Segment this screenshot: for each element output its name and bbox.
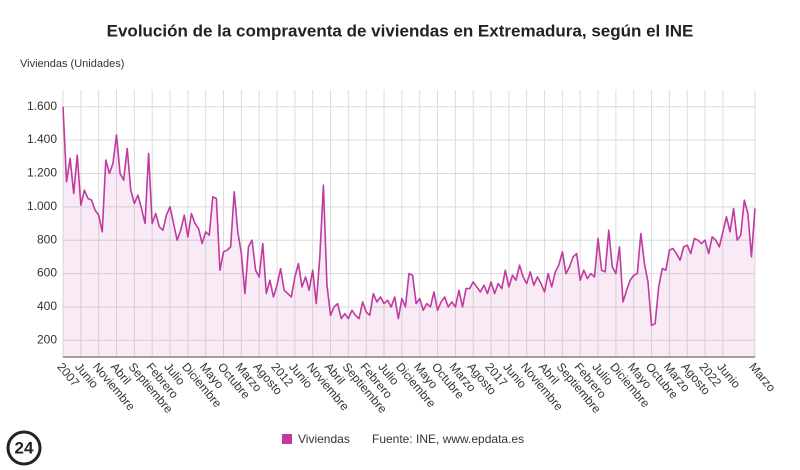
y-tick-label: 800: [37, 232, 57, 246]
line: [62, 106, 756, 327]
area-fill: [63, 106, 755, 357]
y-tick-label: 200: [37, 332, 57, 346]
y-tick-label: 400: [37, 299, 57, 313]
legend-swatch: [282, 434, 292, 444]
y-tick-label: 600: [37, 266, 57, 280]
y-tick-label: 1.200: [27, 166, 57, 180]
chart-title: Evolución de la compraventa de viviendas…: [107, 21, 694, 40]
logo: 24: [6, 430, 42, 466]
y-tick-label: 1.000: [27, 199, 57, 213]
y-tick-label: 1.400: [27, 132, 57, 146]
logo-ring: [6, 430, 42, 466]
y-axis-title: Viviendas (Unidades): [20, 58, 124, 70]
legend-label: Viviendas: [298, 432, 350, 446]
source: Fuente: INE, www.epdata.es: [372, 432, 524, 446]
x-tick-label: Marzo: [746, 360, 778, 395]
logo-text: 24: [15, 438, 34, 457]
y-tick-label: 1.600: [27, 99, 57, 113]
